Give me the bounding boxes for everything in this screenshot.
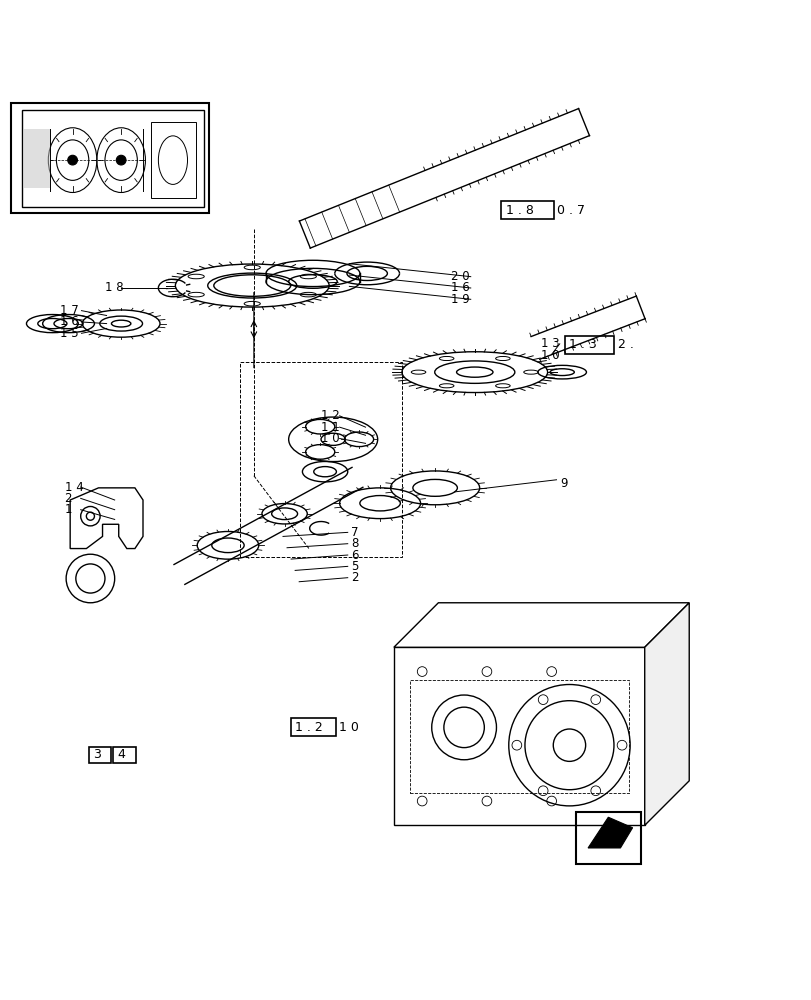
Text: 0 . 7: 0 . 7: [556, 204, 585, 217]
Text: 1 6: 1 6: [451, 281, 470, 294]
Text: 1 9: 1 9: [451, 293, 470, 306]
Text: 7: 7: [350, 526, 358, 539]
Polygon shape: [24, 129, 50, 188]
Text: 1 1: 1 1: [320, 421, 339, 434]
Bar: [113, 747, 135, 763]
Text: 2: 2: [64, 492, 72, 505]
Text: 1 4: 1 4: [64, 481, 84, 494]
Text: 1 2: 1 2: [320, 409, 339, 422]
Bar: [501, 201, 553, 219]
Text: 2: 2: [350, 571, 358, 584]
Text: 5: 5: [350, 560, 358, 573]
Text: 1 8: 1 8: [105, 281, 123, 294]
Text: 1 0: 1 0: [540, 349, 559, 362]
Text: 1 3: 1 3: [540, 337, 559, 350]
Polygon shape: [587, 817, 632, 848]
Text: 1 . 8: 1 . 8: [505, 204, 533, 217]
Text: 6: 6: [350, 549, 358, 562]
Bar: [290, 718, 335, 736]
Bar: [564, 336, 613, 354]
Bar: [240, 362, 401, 557]
Text: 1 . 3: 1 . 3: [569, 338, 596, 351]
Bar: [393, 647, 644, 825]
Text: 1: 1: [64, 503, 72, 516]
Text: 1 5: 1 5: [60, 327, 79, 340]
Bar: [22, 110, 204, 207]
Text: 1 6: 1 6: [60, 315, 79, 328]
Text: 2 .: 2 .: [617, 338, 633, 351]
Polygon shape: [644, 603, 689, 825]
Text: 1 . 2: 1 . 2: [294, 721, 323, 734]
Bar: [410, 680, 628, 793]
Text: 8: 8: [350, 537, 358, 550]
Bar: [151, 122, 195, 198]
Text: 1 0: 1 0: [338, 721, 358, 734]
Text: 3: 3: [92, 748, 101, 761]
Text: 1 0: 1 0: [320, 432, 339, 445]
Text: 9: 9: [559, 477, 567, 490]
Bar: [575, 812, 640, 864]
Text: 4: 4: [117, 748, 125, 761]
Ellipse shape: [67, 155, 77, 165]
Ellipse shape: [116, 155, 126, 165]
Text: 1 7: 1 7: [60, 304, 79, 317]
Polygon shape: [393, 603, 689, 647]
Bar: [88, 747, 111, 763]
Text: 2 0: 2 0: [451, 270, 470, 283]
Bar: [11, 103, 209, 213]
